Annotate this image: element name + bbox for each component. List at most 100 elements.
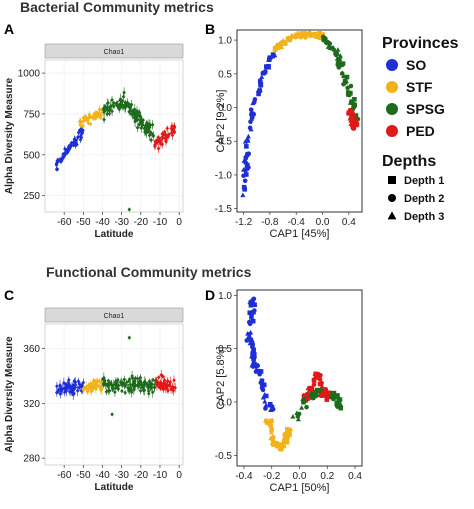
- data-point-spsg: [139, 125, 144, 131]
- data-point-so: [266, 402, 272, 407]
- data-point-ped: [153, 144, 157, 149]
- data-point-spsg: [325, 44, 331, 49]
- data-point-ped: [161, 381, 166, 387]
- data-point-spsg: [152, 385, 157, 390]
- data-point-spsg: [114, 379, 118, 384]
- data-point-ped: [163, 132, 167, 137]
- legend-swatch-so: [386, 59, 398, 71]
- data-point-spsg: [342, 78, 348, 84]
- facet-strip-label: Chao1: [104, 49, 125, 56]
- panels: A Chao1 -60 -50 -40 -30 -20 -10 0 250 500 750 1000 La…: [4, 21, 362, 494]
- data-point-ped: [351, 114, 357, 120]
- legend-swatch-stf: [386, 81, 398, 93]
- data-point-ped: [350, 123, 356, 129]
- data-point-spsg: [349, 99, 355, 104]
- data-point-ped: [305, 394, 311, 400]
- x-tick-label: -60: [57, 470, 72, 481]
- data-point-so: [259, 74, 265, 80]
- data-point-so: [81, 380, 86, 385]
- data-point-so: [246, 319, 252, 325]
- plot-area: [236, 29, 363, 213]
- data-point-spsg: [335, 61, 341, 67]
- y-tick-label: 0.5: [218, 69, 232, 80]
- data-point-spsg: [105, 108, 110, 113]
- legend-depth-3: Depth 3: [404, 211, 444, 223]
- x-tick-label: 0: [176, 470, 182, 481]
- data-point-stf: [302, 33, 308, 39]
- data-point-so: [81, 128, 85, 133]
- legend-item-spsg: SPSG: [406, 101, 445, 117]
- data-point-spsg: [150, 390, 155, 395]
- data-point-ped: [318, 373, 323, 378]
- x-tick-label: -1.2: [235, 217, 253, 228]
- y-tick-label: 1.0: [218, 291, 232, 302]
- data-point-spsg: [135, 376, 140, 381]
- data-point-so: [56, 389, 61, 394]
- x-axis-title: Latitude: [95, 229, 134, 240]
- data-point-so: [243, 172, 249, 177]
- data-point-spsg: [120, 380, 125, 386]
- data-point-stf: [81, 115, 86, 121]
- data-point-so: [250, 354, 256, 360]
- data-point-so: [251, 347, 256, 353]
- data-point-spsg: [129, 389, 134, 395]
- data-point-spsg: [120, 388, 124, 394]
- data-point-spsg: [105, 101, 110, 106]
- data-point-so: [249, 114, 255, 120]
- data-point-so: [263, 393, 269, 399]
- panel-letter: D: [205, 287, 215, 303]
- y-tick-label: -0.5: [215, 137, 233, 148]
- panel-b: B -1.2 -0.8 -0.4 0.0 0.4 -1.5 -1.0 -0.5 0.0 0.5 1.0…: [205, 21, 363, 240]
- data-point-ped: [165, 126, 170, 131]
- data-point-spsg: [106, 378, 111, 383]
- data-point-spsg: [299, 405, 305, 410]
- data-point-spsg: [135, 111, 139, 117]
- data-point-stf: [281, 444, 287, 449]
- data-point-so: [64, 382, 68, 387]
- data-point-spsg: [335, 47, 341, 52]
- data-point-spsg: [131, 384, 136, 389]
- data-point-spsg: [147, 124, 152, 129]
- panel-letter: B: [205, 21, 215, 37]
- data-points: [54, 87, 177, 212]
- data-point-ped: [169, 387, 173, 392]
- data-point-so: [77, 381, 82, 387]
- data-point-spsg: [102, 117, 106, 122]
- data-point-ped: [305, 385, 311, 391]
- data-point-stf: [271, 441, 276, 447]
- data-point-stf: [94, 381, 99, 386]
- data-point-stf: [93, 384, 98, 390]
- data-point-so: [75, 388, 80, 393]
- data-point-stf: [81, 387, 86, 393]
- data-point-spsg: [336, 399, 342, 405]
- data-point-spsg: [106, 388, 111, 393]
- legend-shape-triangle: [387, 211, 397, 220]
- data-point-spsg: [148, 386, 153, 391]
- data-point-spsg: [309, 391, 314, 396]
- data-point-so: [248, 302, 254, 308]
- data-point-spsg: [303, 398, 308, 403]
- data-point-spsg: [333, 50, 339, 56]
- data-point-spsg: [294, 410, 300, 416]
- data-point-ped: [165, 386, 169, 391]
- facet-strip: [44, 307, 184, 323]
- y-tick-label: 500: [23, 150, 40, 161]
- bacterial-section-title: Bacterial Community metrics: [20, 0, 214, 15]
- x-tick-label: -0.4: [288, 217, 306, 228]
- x-tick-label: -30: [114, 470, 129, 481]
- data-point-so: [245, 138, 251, 143]
- data-point-spsg: [101, 381, 106, 387]
- data-point-ped: [160, 135, 164, 140]
- x-tick-label: -60: [57, 217, 72, 228]
- data-point-spsg: [340, 73, 347, 79]
- data-point-ped: [353, 119, 359, 124]
- data-point-so: [268, 54, 274, 60]
- data-point-spsg: [145, 383, 150, 388]
- data-point-so: [64, 388, 69, 394]
- data-point-so: [249, 314, 254, 320]
- data-point-spsg: [321, 37, 326, 43]
- trend-line-spsg: [102, 383, 157, 387]
- y-tick-label: 360: [23, 344, 40, 355]
- data-point-ped: [173, 385, 177, 390]
- functional-section-title: Functional Community metrics: [46, 264, 252, 280]
